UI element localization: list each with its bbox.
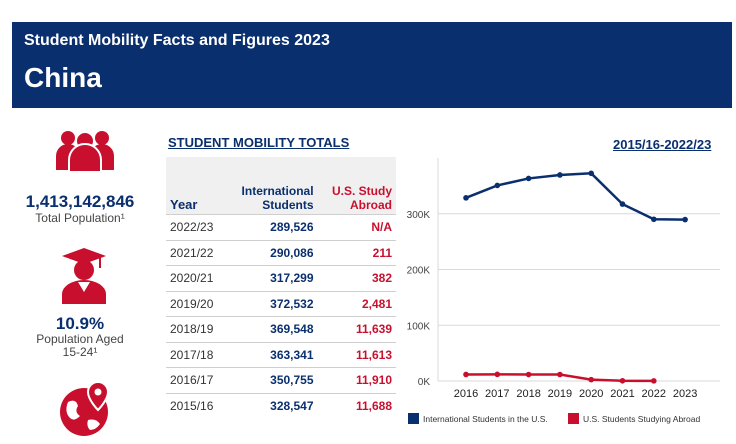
table-title: STUDENT MOBILITY TOTALS <box>168 135 350 150</box>
table-row: 2019/20 372,532 2,481 <box>166 290 396 317</box>
legend-swatch <box>408 413 419 424</box>
row-year: 2018/19 <box>166 316 226 342</box>
data-point <box>682 216 688 223</box>
data-point <box>557 371 563 378</box>
table-row: 2020/21 317,299 382 <box>166 265 396 291</box>
y-tick-label: 0K <box>418 377 431 388</box>
mobility-table: Year International Students U.S. Study A… <box>166 157 396 418</box>
data-point <box>525 371 532 378</box>
abroad-header-line1: U.S. Study <box>331 184 392 198</box>
x-tick-label: 2020 <box>579 388 603 400</box>
data-point <box>494 182 501 189</box>
row-abroad: 11,613 <box>317 341 396 368</box>
table-row: 2022/23 289,526 N/A <box>166 214 396 240</box>
legend-label: International Students in the U.S. <box>423 414 548 424</box>
page-subtitle: Student Mobility Facts and Figures 2023 <box>24 32 330 49</box>
data-point <box>651 378 657 384</box>
x-tick-label: 2017 <box>485 388 509 400</box>
row-year: 2015/16 <box>166 392 226 418</box>
population-label: Total Population¹ <box>35 211 125 225</box>
intl-header-line2: Students <box>262 198 314 212</box>
year-header: Year <box>166 157 226 215</box>
series-line-international <box>465 172 686 221</box>
data-point <box>588 376 594 383</box>
graduate-icon <box>62 248 106 304</box>
aged-label-line2: 15-24¹ <box>62 345 98 359</box>
x-tick-label: 2019 <box>548 388 572 400</box>
data-point <box>651 216 657 223</box>
row-year: 2020/21 <box>166 265 226 291</box>
row-intl: 363,341 <box>225 341 318 368</box>
row-abroad: 211 <box>317 239 396 266</box>
table-row: 2018/19 369,548 11,639 <box>166 316 396 342</box>
aged-label-line1: Population Aged <box>36 332 124 346</box>
x-tick-label: 2021 <box>610 388 634 400</box>
row-intl: 350,755 <box>225 367 318 393</box>
legend-swatch <box>568 413 579 424</box>
row-intl: 317,299 <box>225 265 318 291</box>
y-tick-label: 200K <box>407 266 431 277</box>
aged-value: 10.9% <box>55 314 105 333</box>
row-abroad: 11,639 <box>317 316 396 342</box>
x-tick-label: 2016 <box>454 388 478 400</box>
y-tick-label: 300K <box>407 210 431 221</box>
data-point <box>588 170 594 177</box>
study-abroad-header: U.S. Study Abroad <box>317 157 396 215</box>
table-row: 2017/18 363,341 11,613 <box>166 341 396 368</box>
page-title: China <box>24 62 102 93</box>
row-abroad: N/A <box>317 214 396 240</box>
y-tick-label: 100K <box>407 321 431 332</box>
intl-students-header: International Students <box>225 157 318 215</box>
mobility-line-chart: 0K 100K 200K 300K 2016 2017 2018 2019 2020 2021 20… <box>407 158 720 424</box>
chart-title: 2015/16-2022/23 <box>613 137 712 152</box>
header-banner: Student Mobility Facts and Figures 2023 … <box>12 22 732 108</box>
table-row: 2021/22 290,086 211 <box>166 239 396 266</box>
intl-header-line1: International <box>241 184 314 198</box>
row-abroad: 2,481 <box>317 290 396 317</box>
data-point <box>463 371 469 378</box>
row-year: 2017/18 <box>166 341 226 368</box>
x-tick-label: 2018 <box>516 388 540 400</box>
data-point <box>494 371 501 378</box>
globe-pin-icon <box>60 380 110 436</box>
row-year: 2019/20 <box>166 290 226 317</box>
data-point <box>619 201 626 207</box>
row-abroad: 11,688 <box>317 392 396 418</box>
abroad-header-line2: Abroad <box>350 198 392 212</box>
row-year: 2016/17 <box>166 367 226 393</box>
data-point <box>463 195 469 201</box>
row-year: 2022/23 <box>166 214 226 240</box>
table-row: 2016/17 350,755 11,910 <box>166 367 396 393</box>
row-abroad: 11,910 <box>317 367 396 393</box>
row-abroad: 382 <box>317 265 396 291</box>
row-intl: 372,532 <box>225 290 318 317</box>
data-point <box>557 172 563 178</box>
table-row: 2015/16 328,547 11,688 <box>166 392 396 418</box>
people-icon <box>56 131 114 172</box>
table-header-row: Year International Students U.S. Study A… <box>166 157 396 215</box>
row-intl: 369,548 <box>225 316 318 342</box>
data-point <box>619 377 626 384</box>
x-tick-label: 2022 <box>642 388 666 400</box>
x-tick-label: 2023 <box>673 388 697 400</box>
row-intl: 328,547 <box>225 392 318 418</box>
data-point <box>525 175 532 182</box>
legend-label: U.S. Students Studying Abroad <box>583 414 700 424</box>
row-year: 2021/22 <box>166 239 226 266</box>
row-intl: 290,086 <box>225 239 318 266</box>
row-intl: 289,526 <box>225 214 318 240</box>
population-value: 1,413,142,846 <box>25 192 135 211</box>
